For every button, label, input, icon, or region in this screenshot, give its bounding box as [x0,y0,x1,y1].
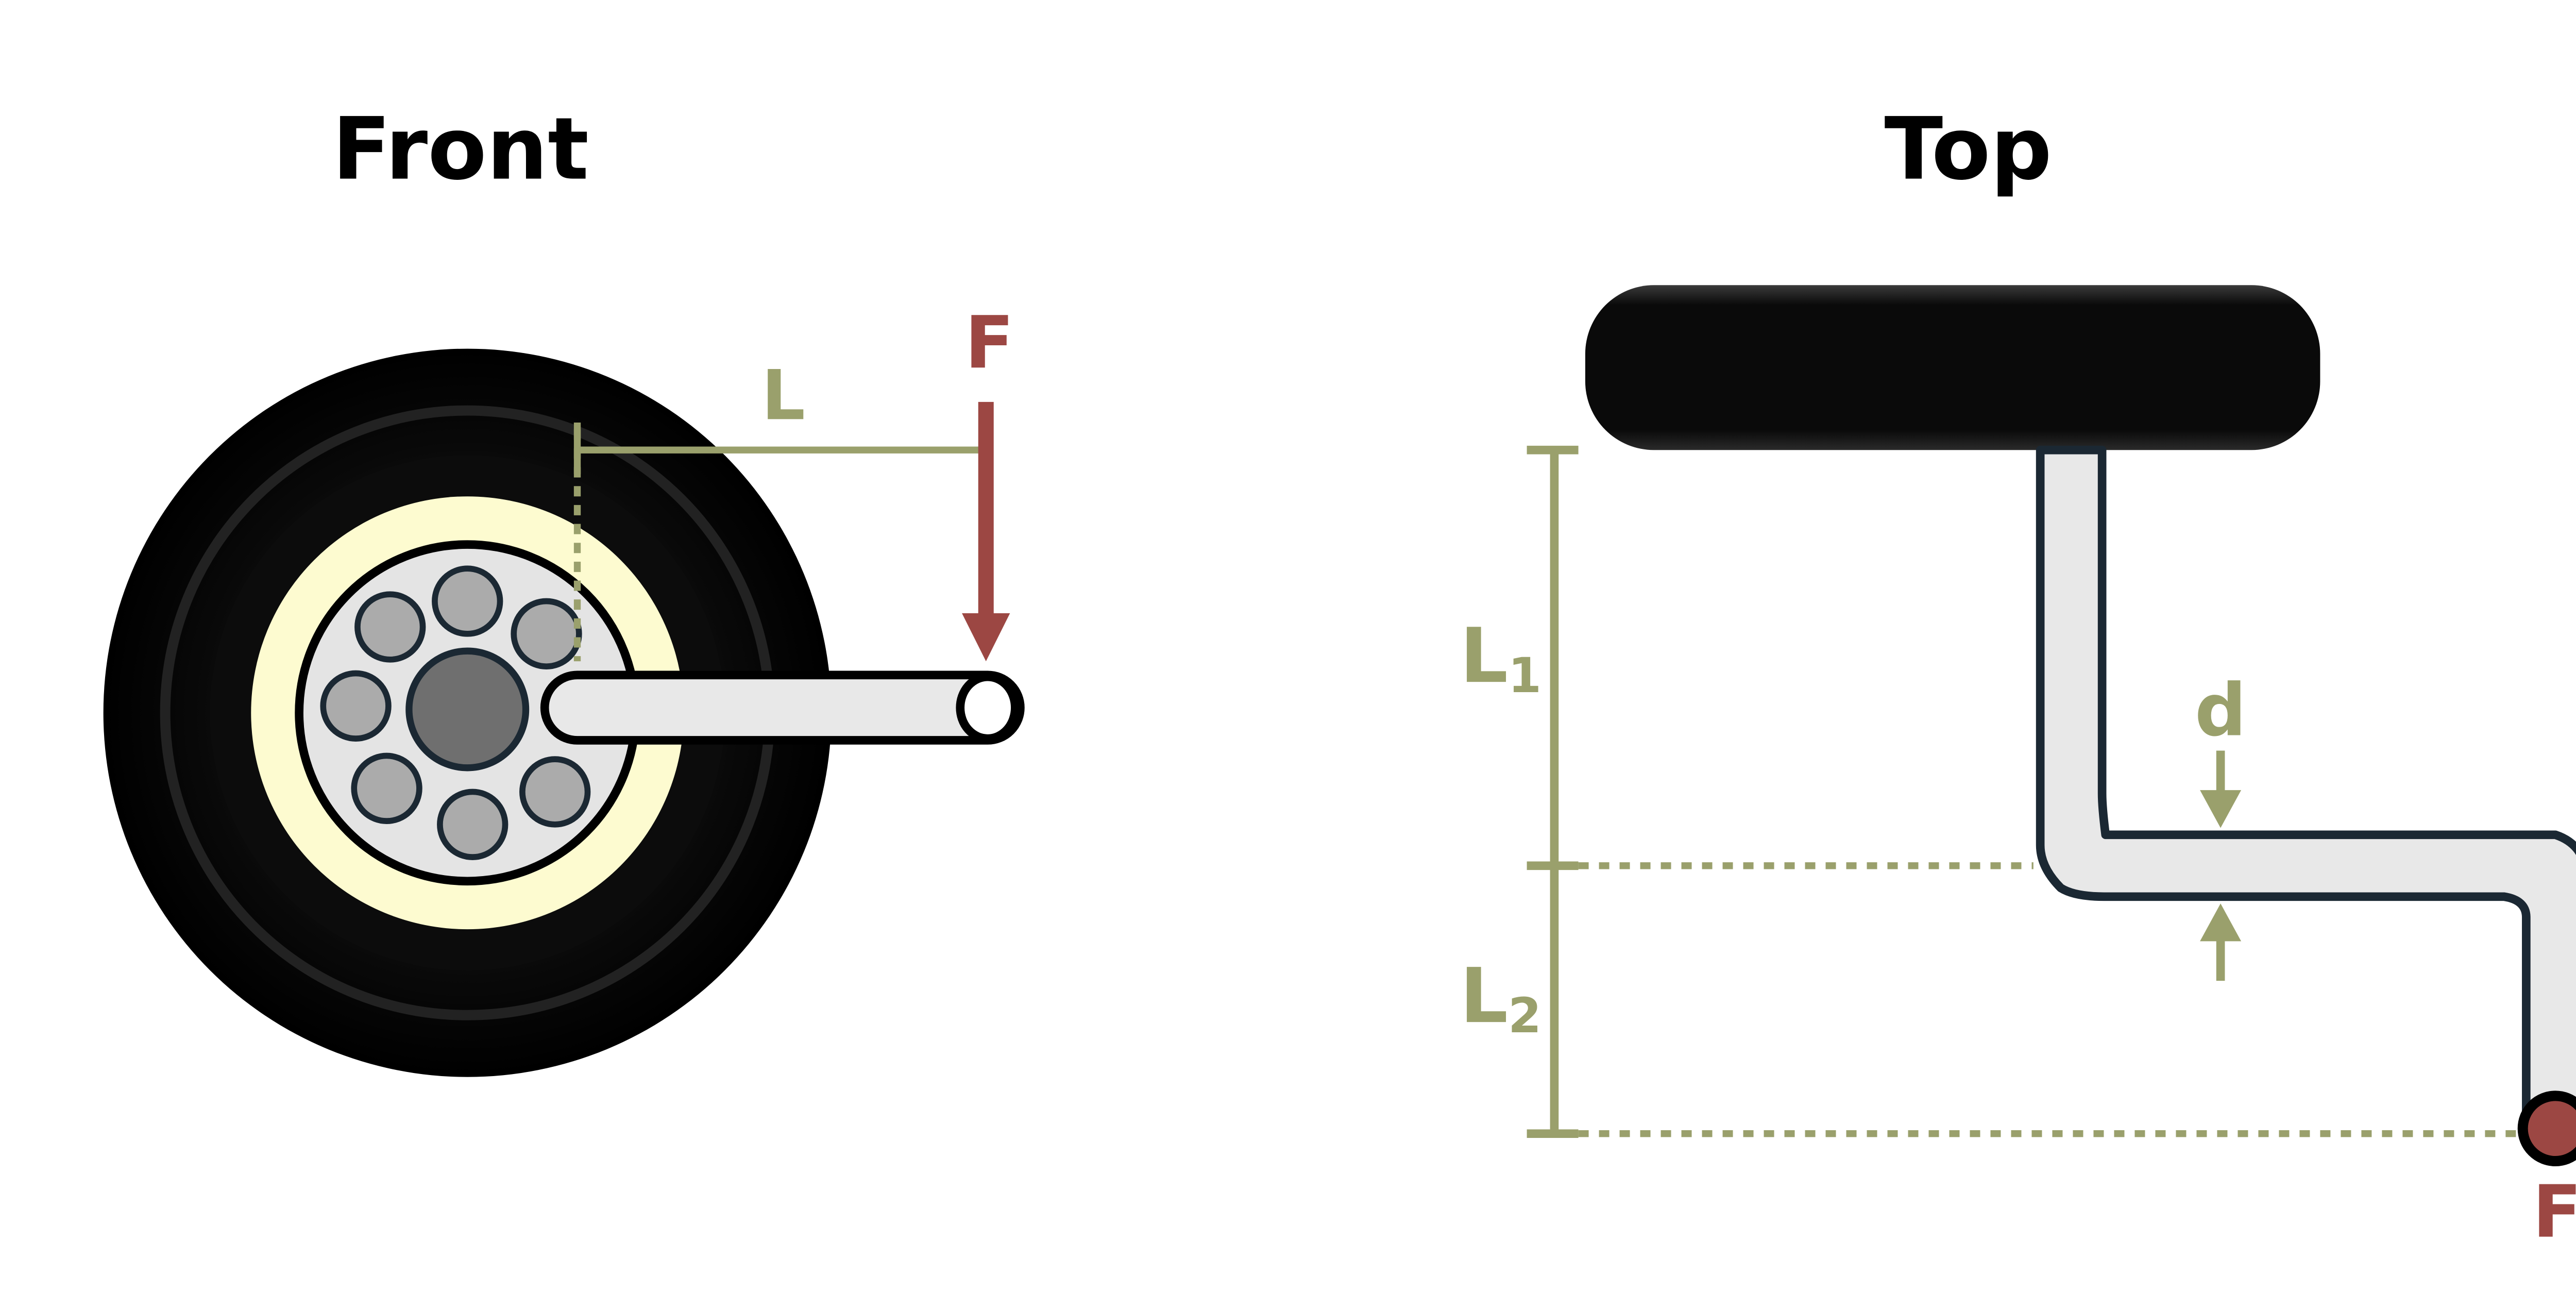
bolt-ring [320,565,591,860]
force-point [2517,1091,2576,1167]
bolt [432,565,503,637]
length-2-subscript: 2 [1508,988,1541,1044]
bolt [351,752,422,824]
diameter-arrow-bottom-head [2200,903,2242,942]
shaft-body [540,670,1025,745]
front-view: L F [103,301,1025,1077]
diameter-arrow-top-head [2200,790,2242,828]
bolt [354,591,426,663]
handle-grip-icon [1585,285,2320,450]
bolt [519,756,591,828]
length-2-letter: L [1460,952,1508,1040]
top-view-title: Top [1885,99,2052,199]
diameter-label: d [2195,668,2246,752]
bolt [437,789,509,860]
top-view: F L1 L2 d [1460,285,2576,1254]
front-view-title: Front [332,99,589,199]
length-1-subscript: 1 [1508,648,1541,704]
force-arrow-icon [962,401,1010,662]
force-arrow-head [962,613,1010,662]
crank-shaft-front [540,670,1025,745]
length-1-label: L1 [1460,612,1541,704]
length-2-label: L2 [1460,952,1541,1044]
diameter-arrows [2200,750,2242,981]
crank-arm-top [2036,445,2576,1130]
center-hub [405,647,530,772]
shaft-end [956,672,1020,743]
length-1-letter: L [1460,612,1508,700]
force-label-front: F [965,301,1014,385]
bolt [320,670,392,742]
lever-length-label: L [761,356,805,435]
force-label-top: F [2533,1170,2576,1254]
bolt [511,598,582,669]
